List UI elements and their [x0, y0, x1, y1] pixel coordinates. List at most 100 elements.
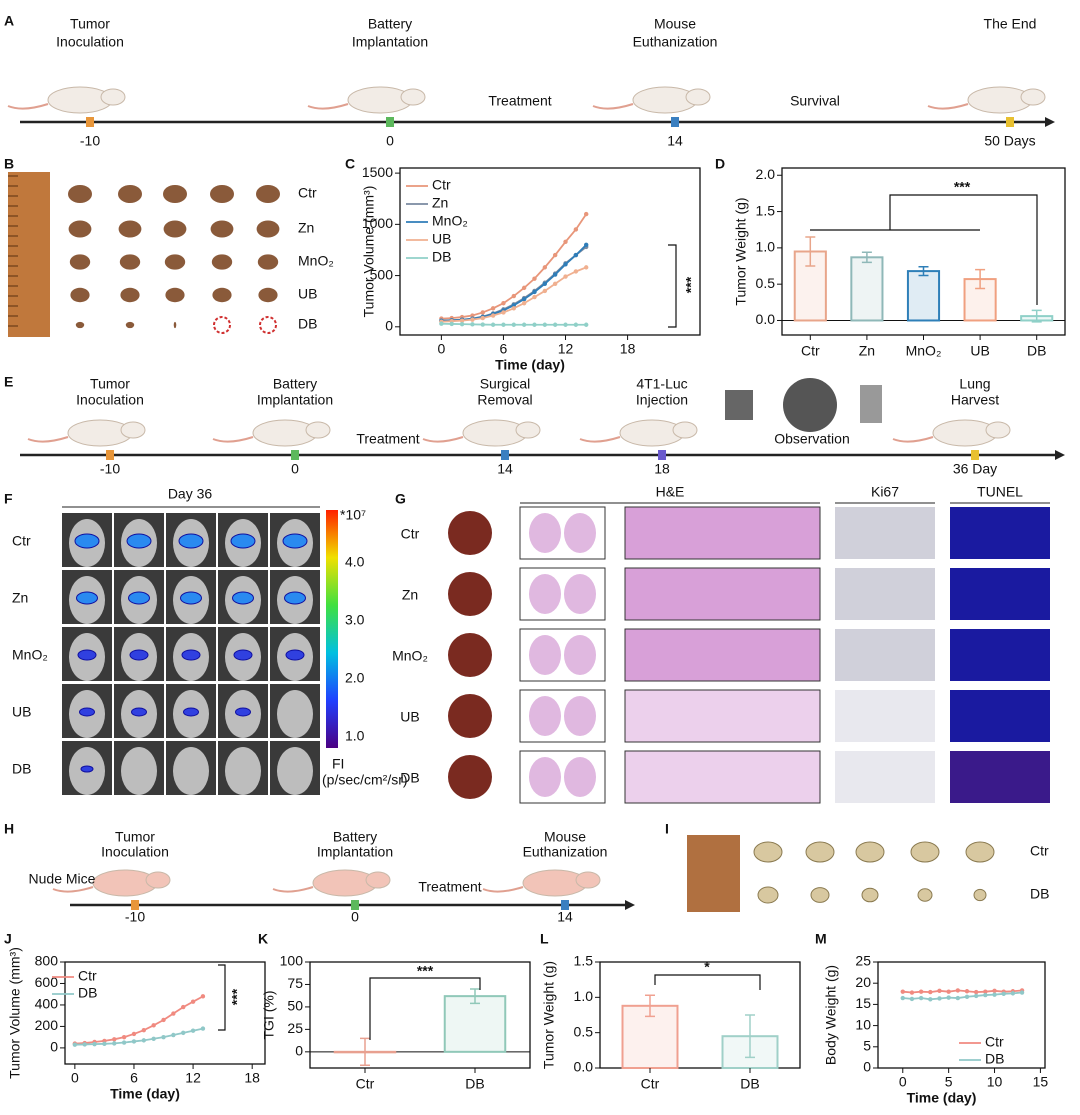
- subject-label: Nude Mice: [29, 871, 96, 887]
- he-tissue: [564, 574, 596, 614]
- event-marker: [386, 117, 394, 127]
- bar: [443, 995, 507, 1053]
- colorbar-tick: 3.0: [345, 612, 365, 628]
- panel-letter: I: [665, 821, 669, 837]
- y-tick-label: 400: [35, 996, 59, 1012]
- point: [161, 1017, 166, 1023]
- point: [542, 265, 548, 270]
- mouse-silhouette: [277, 747, 313, 795]
- point: [964, 989, 970, 994]
- tumor: [120, 287, 140, 303]
- legend-label: DB: [985, 1051, 1004, 1067]
- row-label: DB: [298, 316, 317, 332]
- point: [181, 1030, 186, 1036]
- tumor: [210, 185, 234, 203]
- signal: [129, 649, 149, 661]
- mouse-tail: [272, 886, 314, 893]
- x-tick-label: 0: [899, 1074, 907, 1090]
- timeline-arrow: [1045, 117, 1055, 127]
- point: [983, 992, 988, 998]
- ki67: [835, 751, 935, 803]
- point: [511, 322, 516, 327]
- row-label: MnO₂: [298, 253, 334, 269]
- error-bar: [805, 236, 816, 267]
- point: [542, 322, 548, 327]
- tumor: [68, 220, 92, 238]
- event-title: Battery: [368, 16, 412, 32]
- mouse-head: [365, 871, 391, 889]
- he-tissue: [529, 757, 561, 797]
- he-tissue: [564, 513, 596, 553]
- tumor: [118, 185, 142, 203]
- ruler: [8, 172, 50, 337]
- event-marker: [1006, 117, 1014, 127]
- significance-bracket: [668, 244, 677, 328]
- point: [542, 281, 548, 286]
- column-header: Ki67: [871, 484, 899, 500]
- series-line: [74, 995, 204, 1045]
- mouse-tail: [7, 103, 49, 110]
- x-tick-label: DB: [465, 1076, 484, 1092]
- point: [573, 252, 579, 258]
- point: [480, 310, 485, 315]
- tumor: [163, 185, 187, 203]
- tumor: [212, 287, 232, 303]
- he-zoom: [624, 506, 821, 560]
- point: [955, 995, 961, 1001]
- event-title: Battery: [273, 376, 317, 392]
- x-axis-label: Time (day): [495, 357, 565, 373]
- tumor: [965, 841, 995, 863]
- point: [190, 1028, 196, 1033]
- significance: ***: [229, 988, 245, 1005]
- point: [1019, 990, 1025, 995]
- point: [992, 992, 997, 997]
- event-tick: 14: [497, 461, 513, 477]
- y-axis-label: Tumor Volume (mm³): [7, 947, 23, 1079]
- he-tissue: [529, 513, 561, 553]
- event-marker: [971, 450, 979, 460]
- tumor: [119, 254, 141, 270]
- point: [937, 988, 942, 994]
- event-tick: -10: [80, 133, 100, 149]
- x-tick-label: 18: [620, 341, 636, 357]
- event-title: Injection: [636, 392, 688, 408]
- point: [112, 1037, 117, 1042]
- event-title: Tumor: [115, 829, 155, 845]
- x-tick-label: DB: [1027, 343, 1046, 359]
- tunel: [950, 507, 1050, 559]
- point: [151, 1023, 156, 1028]
- timeline-arrow: [625, 900, 635, 910]
- he-zoom: [624, 567, 821, 621]
- tumor: [165, 287, 185, 303]
- mouse-tail: [482, 886, 524, 893]
- event-title: Removal: [477, 392, 532, 408]
- event-marker: [86, 117, 94, 127]
- y-tick-label: 20: [855, 974, 871, 990]
- event-title: The End: [984, 16, 1037, 32]
- event-tick: -10: [100, 461, 120, 477]
- y-tick-label: 25: [287, 1020, 303, 1036]
- x-tick-label: 0: [437, 341, 445, 357]
- mouse-head: [145, 871, 171, 889]
- microscope: [860, 385, 882, 423]
- x-tick-label: 5: [945, 1074, 953, 1090]
- lung: [448, 511, 492, 555]
- error-bar: [745, 1014, 755, 1059]
- point: [490, 322, 496, 327]
- event-title: Implantation: [257, 392, 333, 408]
- colorbar-exponent: *10⁷: [340, 507, 366, 523]
- imaging-device: [725, 390, 753, 420]
- phase-label: Treatment: [418, 879, 481, 895]
- significance-bracket: [654, 974, 761, 990]
- event-marker: [501, 450, 509, 460]
- tumor: [70, 287, 90, 303]
- y-tick-label: 0: [50, 1039, 58, 1055]
- point: [161, 1034, 166, 1040]
- signal: [233, 649, 253, 661]
- phase-label: Treatment: [488, 93, 551, 109]
- event-marker: [131, 900, 139, 910]
- x-tick-label: 10: [987, 1074, 1003, 1090]
- tunel: [950, 568, 1050, 620]
- row-label: Ctr: [298, 185, 317, 201]
